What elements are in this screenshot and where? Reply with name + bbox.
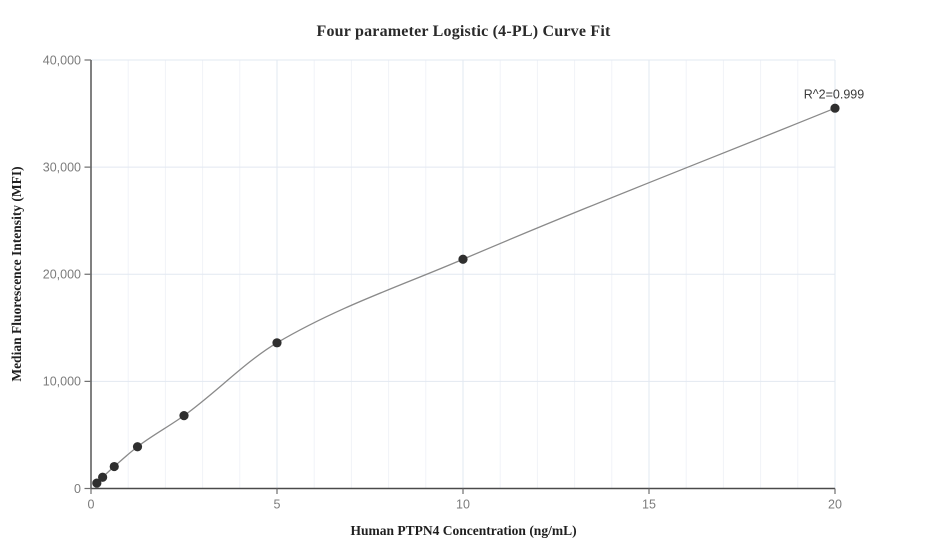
data-point xyxy=(132,442,143,452)
data-point xyxy=(272,338,282,348)
r-squared-annotation: R^2=0.999 xyxy=(804,88,864,102)
fit-curve xyxy=(96,107,836,484)
y-tick-label: 40,000 xyxy=(43,53,81,67)
x-tick-label: 5 xyxy=(274,498,281,512)
data-point xyxy=(109,461,119,472)
y-tick-label: 10,000 xyxy=(43,375,81,389)
data-point xyxy=(98,472,108,482)
x-tick-label: 20 xyxy=(828,498,842,512)
y-tick-label: 20,000 xyxy=(43,268,81,282)
data-point xyxy=(458,254,468,264)
x-tick-label: 10 xyxy=(456,498,470,512)
x-axis-title: Human PTPN4 Concentration (ng/mL) xyxy=(350,523,577,538)
x-tick-label: 15 xyxy=(642,498,656,512)
data-point xyxy=(830,103,840,113)
x-tick-label: 0 xyxy=(88,498,95,512)
y-tick-label: 0 xyxy=(74,482,81,496)
data-point xyxy=(179,411,189,421)
data-point xyxy=(92,478,102,488)
y-tick-label: 30,000 xyxy=(43,160,81,174)
chart-title: Four parameter Logistic (4-PL) Curve Fit xyxy=(316,23,611,40)
